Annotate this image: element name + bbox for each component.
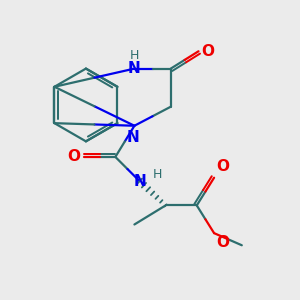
Text: H: H — [130, 50, 139, 62]
Text: N: N — [126, 130, 139, 145]
Text: O: O — [201, 44, 214, 59]
Text: N: N — [133, 174, 146, 189]
Text: H: H — [153, 168, 162, 182]
Text: N: N — [128, 61, 141, 76]
Text: O: O — [216, 159, 229, 174]
Text: O: O — [216, 235, 229, 250]
Text: O: O — [67, 149, 80, 164]
